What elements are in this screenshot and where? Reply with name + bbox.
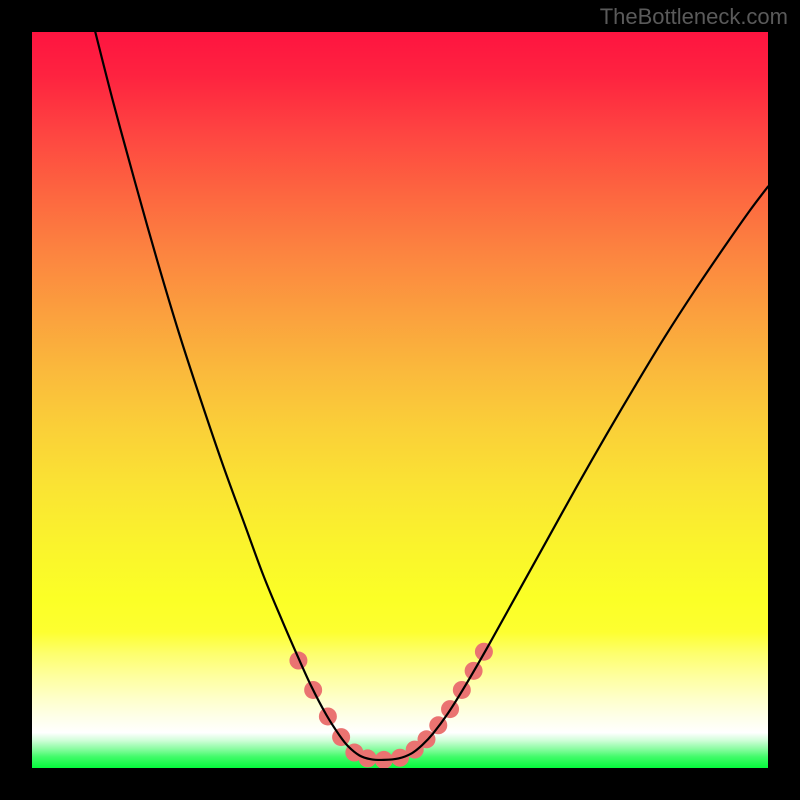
bottleneck-chart — [0, 0, 800, 800]
watermark-text: TheBottleneck.com — [600, 4, 788, 30]
plot-area — [32, 32, 768, 768]
